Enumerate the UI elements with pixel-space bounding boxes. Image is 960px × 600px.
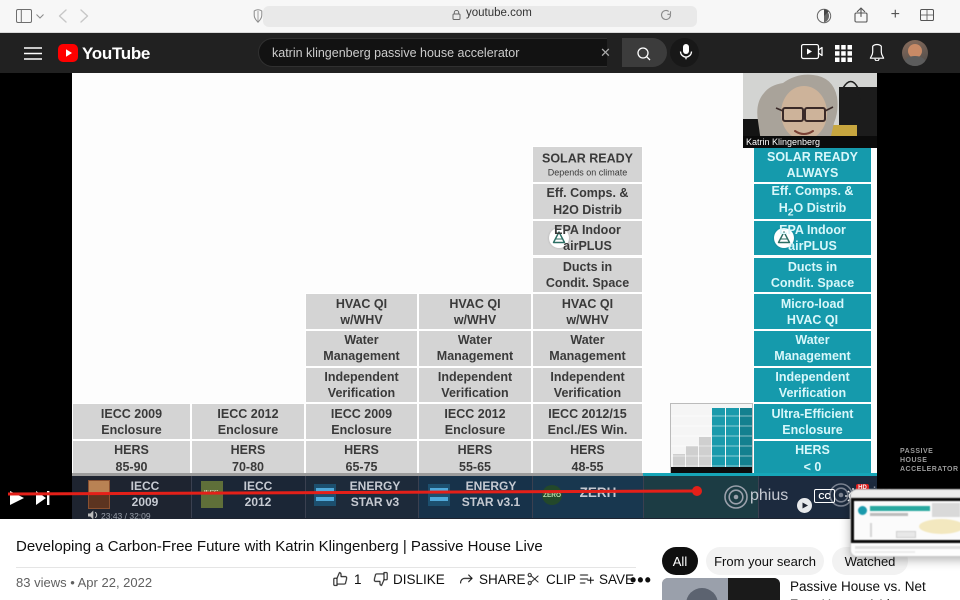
svg-text:Katrin Klingenberg: Katrin Klingenberg bbox=[746, 137, 820, 147]
